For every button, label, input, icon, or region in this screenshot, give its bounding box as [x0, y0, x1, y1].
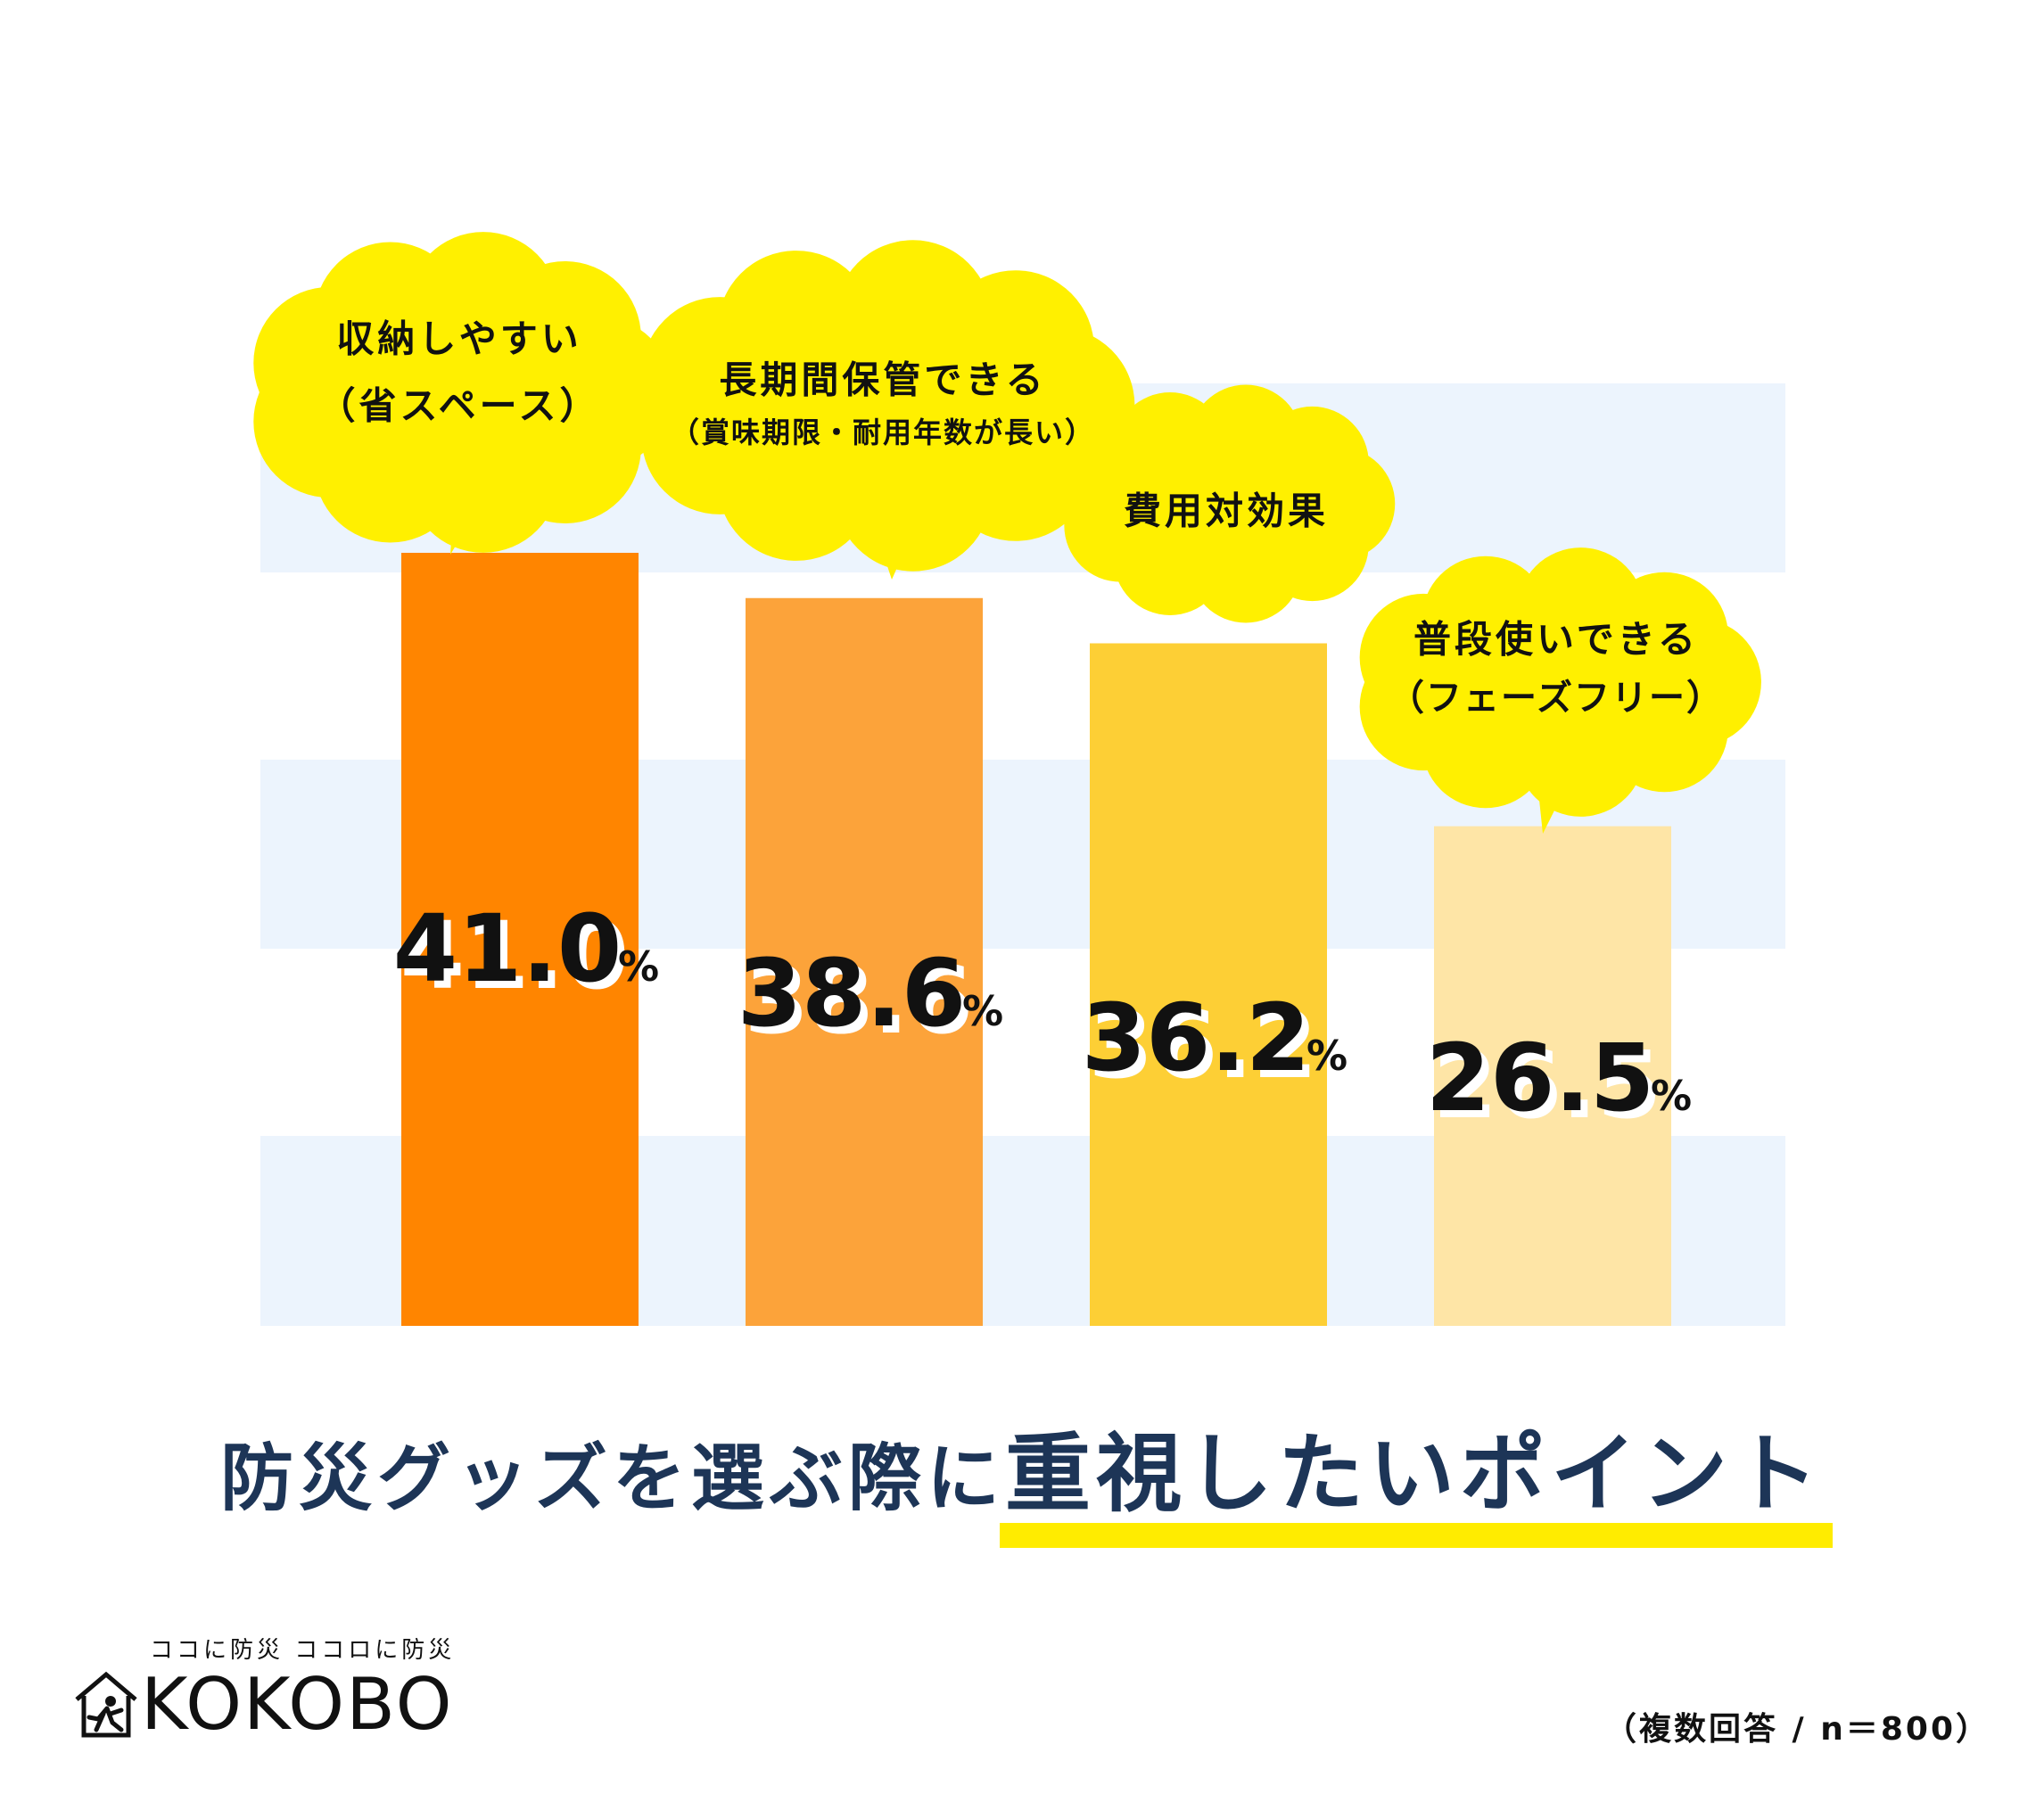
bar: [401, 553, 639, 1326]
bar-value-shadow: 36.2: [1089, 991, 1318, 1099]
speech-bubble: 収納しやすい （省スペース）: [253, 232, 674, 555]
category-label: 収納しやすい: [336, 317, 582, 361]
bar: [1434, 826, 1671, 1326]
bar-value-unit: %: [1651, 1072, 1692, 1120]
logo-tagline: ココに防災 ココロに防災: [150, 1637, 456, 1664]
category-label: 普段使いできる: [1413, 618, 1699, 662]
category-label: 費用対効果: [1124, 490, 1329, 533]
bar-value-shadow: 41.0: [400, 901, 630, 1010]
speech-bubble: 普段使いできる （フェーズフリー）: [1359, 547, 1761, 834]
bubble-body: [1389, 589, 1723, 775]
title-plain-text: 防災グッズを選ぶ際に: [219, 1436, 1005, 1521]
speech-bubble: 費用対効果: [1064, 384, 1396, 623]
bubble-body: [1093, 422, 1359, 586]
bar: [746, 597, 983, 1326]
bubble-tail: [865, 499, 927, 580]
bar-value-label: 41.0: [393, 894, 622, 1003]
bar-value-shadow: 26.5: [1433, 1031, 1662, 1140]
bar: [1090, 643, 1327, 1326]
bubble-body: [296, 282, 622, 503]
bar-value-label: 36.2: [1082, 983, 1311, 1092]
bubble-body: [678, 292, 1088, 520]
bubble-tail: [1213, 553, 1257, 606]
bar-value-label: 26.5: [1426, 1024, 1655, 1132]
bar-value-unit: %: [618, 942, 659, 991]
house-runner-icon: [75, 1671, 137, 1738]
bar-value-label: 38.6: [738, 939, 967, 1048]
speech-bubble: 長期間保管できる （賞味期限・耐用年数が長い）: [641, 240, 1135, 580]
chart-title: 防災グッズを選ぶ際に重視したいポイント: [0, 1404, 2044, 1548]
category-label: （賞味期限・耐用年数が長い）: [671, 416, 1095, 449]
response-note: （複数回答 / n＝800）: [1604, 1711, 1990, 1748]
category-label: 長期間保管できる: [719, 358, 1046, 402]
category-label: （省スペース）: [318, 384, 601, 428]
title-emphasis-text: 重視したいポイント: [1000, 1404, 1833, 1548]
kokobo-logo: ココに防災 ココロに防災 KOKOBO: [71, 1632, 535, 1757]
category-label: （フェーズフリー）: [1389, 678, 1724, 719]
bubble-tail: [450, 473, 499, 555]
bar-value-unit: %: [1306, 1032, 1348, 1080]
bubble-tail: [1534, 749, 1583, 834]
bar-value-shadow: 38.6: [745, 946, 974, 1055]
logo-wordmark: KOKOBO: [141, 1663, 454, 1746]
bar-value-unit: %: [962, 987, 1003, 1035]
